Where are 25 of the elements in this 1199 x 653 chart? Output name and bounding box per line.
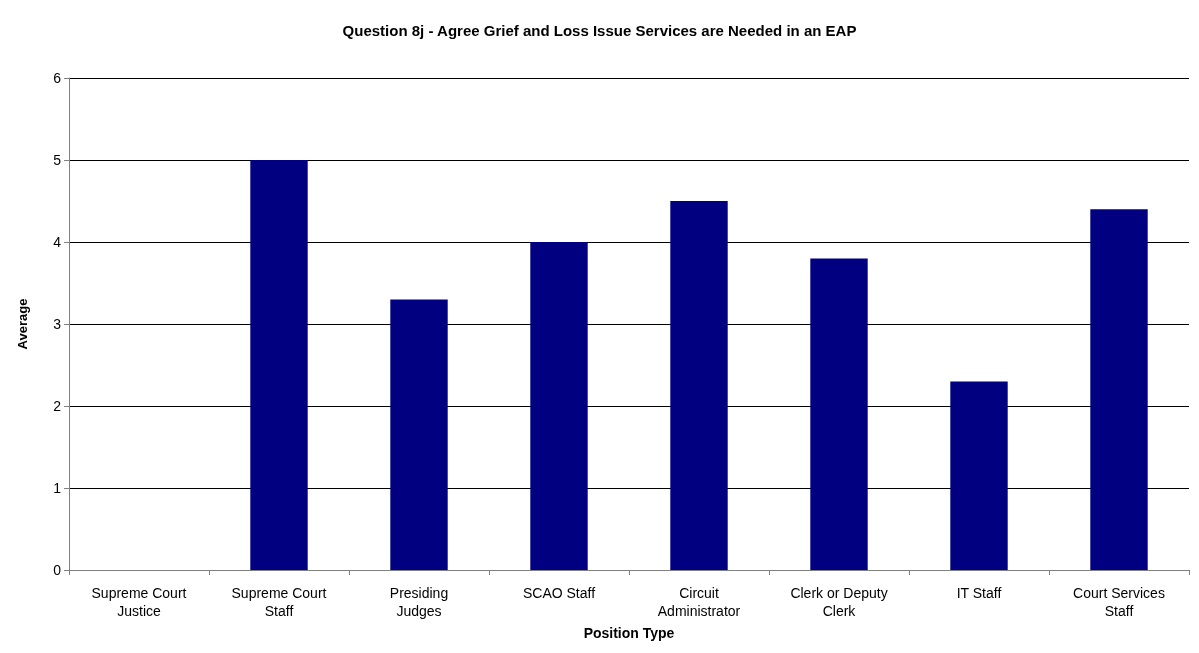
y-tick-label: 3 (53, 316, 62, 332)
y-tick-label: 5 (53, 152, 62, 168)
x-tick-label: SCAO Staff (522, 585, 596, 601)
y-tick-label: 1 (53, 480, 62, 496)
x-tick-label: IT Staff (956, 585, 1002, 601)
x-tick-label: Supreme Court Justice (91, 585, 187, 619)
y-axis-title: Average (15, 298, 30, 350)
bar (810, 258, 868, 570)
bar (250, 160, 308, 570)
x-tick-label: Presiding Judges (389, 585, 449, 619)
x-tick-label: Court Services Staff (1073, 585, 1165, 619)
bar (670, 201, 728, 570)
x-tick-label: Clerk or Deputy Clerk (790, 585, 888, 619)
y-tick-label: 2 (53, 398, 62, 414)
y-tick-label: 6 (53, 70, 62, 86)
bar (390, 299, 448, 570)
y-tick-label: 0 (53, 562, 62, 578)
x-tick-label: Supreme Court Staff (231, 585, 327, 619)
y-tick-label: 4 (53, 234, 62, 250)
x-axis-title: Position Type (583, 625, 675, 641)
bar (1090, 209, 1148, 570)
x-tick-label: Circuit Administrator (657, 585, 741, 619)
bar (950, 381, 1008, 570)
bar (530, 242, 588, 570)
chart-title: Question 8j - Agree Grief and Loss Issue Services are Needed in an EAP (342, 22, 857, 39)
